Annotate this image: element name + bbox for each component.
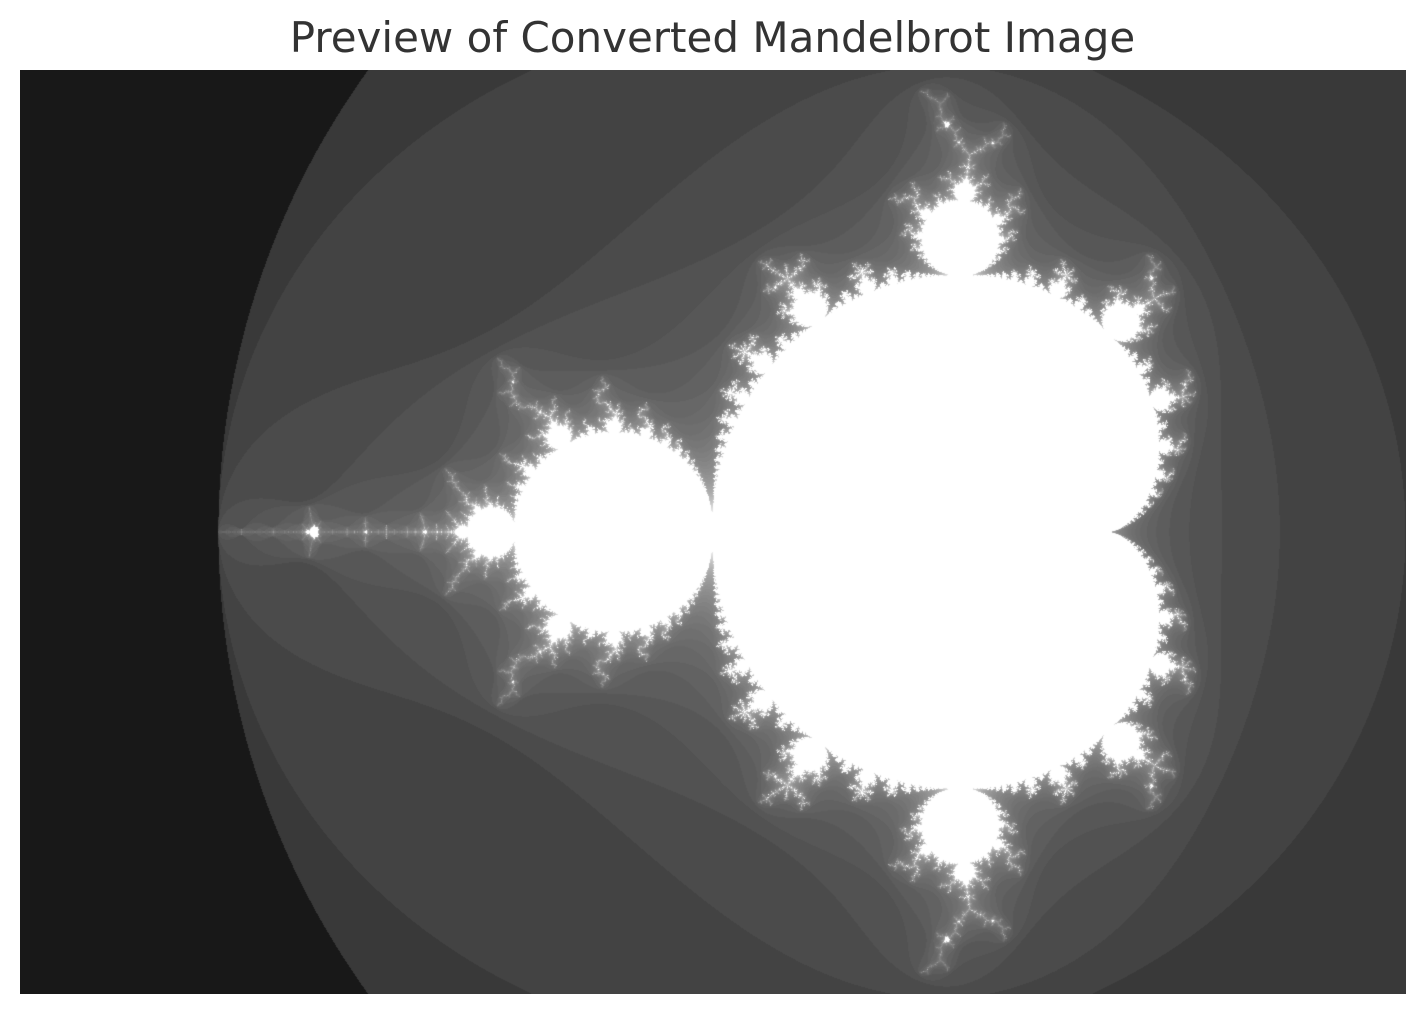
mandelbrot-fractal-image [20, 70, 1406, 994]
mandelbrot-preview-image [20, 70, 1406, 994]
page-title: Preview of Converted Mandelbrot Image [289, 13, 1136, 62]
